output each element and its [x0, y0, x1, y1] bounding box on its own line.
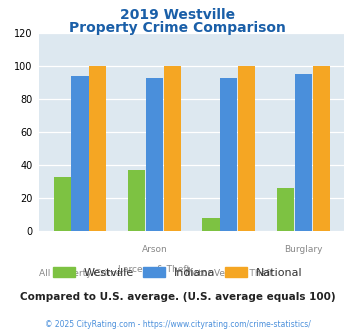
- Bar: [202, 218, 220, 231]
- Text: All Property Crime: All Property Crime: [39, 269, 121, 278]
- Text: Motor Vehicle Theft: Motor Vehicle Theft: [185, 269, 273, 278]
- Bar: [146, 78, 163, 231]
- Bar: [71, 76, 88, 231]
- Text: © 2025 CityRating.com - https://www.cityrating.com/crime-statistics/: © 2025 CityRating.com - https://www.city…: [45, 320, 310, 329]
- Text: Burglary: Burglary: [284, 245, 323, 254]
- Bar: [295, 74, 312, 231]
- Text: 2019 Westville: 2019 Westville: [120, 8, 235, 22]
- Text: Property Crime Comparison: Property Crime Comparison: [69, 21, 286, 35]
- Bar: [128, 170, 145, 231]
- Bar: [89, 66, 106, 231]
- Legend: Westville, Indiana, National: Westville, Indiana, National: [48, 263, 307, 282]
- Text: Arson: Arson: [142, 245, 167, 254]
- Bar: [220, 78, 237, 231]
- Bar: [164, 66, 181, 231]
- Bar: [238, 66, 255, 231]
- Bar: [277, 188, 294, 231]
- Bar: [54, 177, 71, 231]
- Bar: [313, 66, 330, 231]
- Text: Larceny & Theft: Larceny & Theft: [119, 265, 191, 274]
- Text: Compared to U.S. average. (U.S. average equals 100): Compared to U.S. average. (U.S. average …: [20, 292, 335, 302]
